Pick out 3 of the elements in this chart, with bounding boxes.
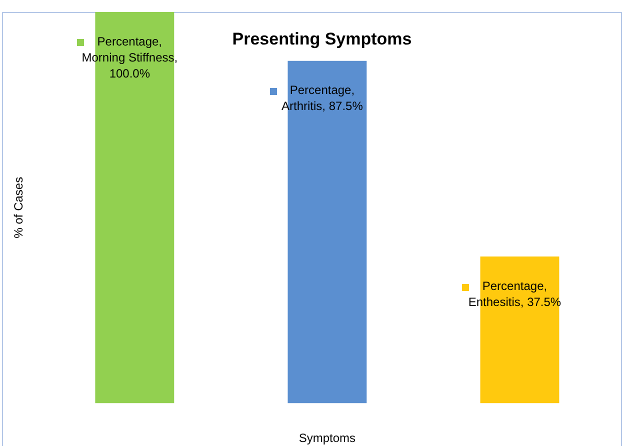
y-axis-title: % of Cases bbox=[12, 176, 26, 238]
text: Presenting Symptoms bbox=[232, 30, 412, 49]
x-axis-title: Symptoms bbox=[298, 431, 356, 446]
